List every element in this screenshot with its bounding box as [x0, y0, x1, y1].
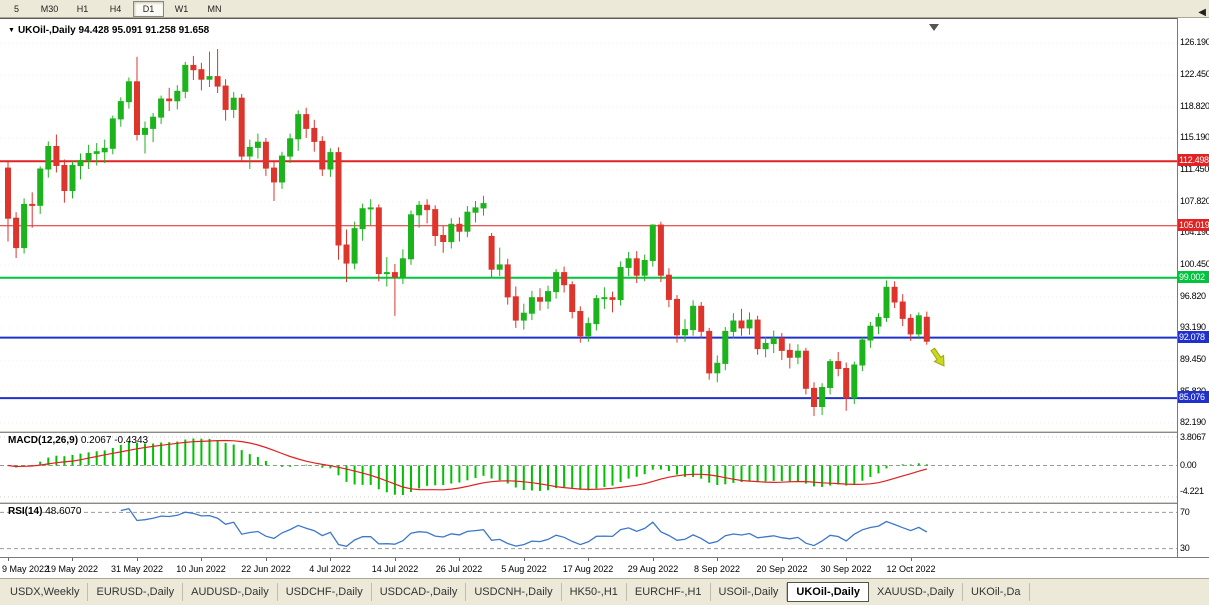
date-tick-mark [459, 558, 460, 561]
date-tick-mark [72, 558, 73, 561]
tab-eurusd-daily[interactable]: EURUSD-,Daily [88, 583, 184, 601]
date-label: 5 Aug 2022 [501, 564, 547, 574]
rsi-name: RSI(14) [8, 506, 43, 517]
date-label: 20 Sep 2022 [756, 564, 808, 574]
price-tick: 96.820 [1180, 291, 1206, 301]
timeframe-button-m30[interactable]: M30 [40, 3, 59, 14]
main-chart[interactable]: ▼ UKOil-,Daily 94.428 95.091 91.258 91.65… [0, 18, 1177, 430]
tab-usdcad-daily[interactable]: USDCAD-,Daily [372, 583, 467, 601]
date-label: 30 Sep 2022 [820, 564, 872, 574]
hline-price-label: 99.002 [1178, 271, 1209, 283]
chart-ohlc-values: 94.428 95.091 91.258 91.658 [78, 25, 210, 36]
chart-title: ▼ UKOil-,Daily 94.428 95.091 91.258 91.65… [8, 25, 209, 36]
timeframe-button-d1[interactable]: D1 [133, 0, 164, 17]
tab-hk50-h1[interactable]: HK50-,H1 [562, 583, 627, 601]
rsi-level-70: 70 [1180, 507, 1190, 517]
tab-ukoil-daily[interactable]: UKOil-,Daily [787, 582, 869, 602]
date-tick-mark [782, 558, 783, 561]
date-label: 22 Jun 2022 [241, 564, 291, 574]
hline-price-label: 85.076 [1178, 391, 1209, 403]
time-axis[interactable]: 9 May 2022 19 May 2022 31 May 2022 10 Jun 2… [0, 557, 1209, 578]
candlestick-canvas[interactable] [0, 19, 1177, 431]
date-tick-mark [395, 558, 396, 561]
tab-usdx-weekly[interactable]: USDX,Weekly [2, 583, 89, 601]
date-label: 10 Jun 2022 [176, 564, 226, 574]
tab-usdcnh-daily[interactable]: USDCNH-,Daily [466, 583, 562, 601]
symbol-tab-bar: USDX,Weekly EURUSD-,Daily AUDUSD-,Daily USD… [0, 578, 1209, 605]
date-label: 9 May 2022 [2, 564, 50, 574]
date-tick-mark [588, 558, 589, 561]
date-tick-mark [201, 558, 202, 561]
date-label: 26 Jul 2022 [435, 564, 483, 574]
macd-main-value: 0.2067 [80, 435, 112, 446]
rsi-canvas [0, 507, 1177, 550]
price-tick: 100.450 [1180, 259, 1209, 269]
timeframe-button-h1[interactable]: H1 [76, 3, 89, 14]
timeframe-button-mn[interactable]: MN [207, 3, 222, 14]
date-tick-mark [137, 558, 138, 561]
date-label: 19 May 2022 [45, 564, 99, 574]
chart-shift-marker-icon [929, 24, 939, 31]
window-menu-icon[interactable]: ▼ [8, 27, 15, 34]
macd-signal-value: -0.4343 [114, 435, 149, 446]
date-tick-mark [717, 558, 718, 561]
price-tick: 122.450 [1180, 69, 1209, 79]
date-label: 31 May 2022 [110, 564, 164, 574]
tab-audusd-daily[interactable]: AUDUSD-,Daily [183, 583, 278, 601]
macd-scale-zero: 0.00 [1180, 460, 1197, 470]
date-label: 4 Jul 2022 [309, 564, 351, 574]
date-label: 8 Sep 2022 [693, 564, 741, 574]
panel-splitter[interactable] [0, 501, 1209, 504]
macd-label: MACD(12,26,9) 0.2067 -0.4343 [8, 435, 148, 446]
date-tick-mark [330, 558, 331, 561]
hline-price-label: 92.078 [1178, 331, 1209, 343]
price-tick: 115.190 [1180, 132, 1209, 142]
macd-scale-max: 3.8067 [1180, 432, 1206, 442]
rsi-panel[interactable]: RSI(14) 48.6070 [0, 504, 1177, 557]
date-tick-mark [653, 558, 654, 561]
macd-canvas [0, 436, 1177, 498]
date-tick-mark [846, 558, 847, 561]
price-tick: 93.190 [1180, 322, 1206, 332]
macd-scale-min: -4.221 [1180, 486, 1204, 496]
tab-usdchf-daily[interactable]: USDCHF-,Daily [278, 583, 372, 601]
tab-ukoil-da[interactable]: UKOil-,Da [963, 583, 1030, 601]
price-tick: 107.820 [1180, 196, 1209, 206]
tab-usoil-daily[interactable]: USOil-,Daily [711, 583, 788, 601]
rsi-level-30: 30 [1180, 543, 1190, 553]
sell-arrow-annotation[interactable] [930, 347, 945, 367]
date-tick-mark [911, 558, 912, 561]
hline-price-label: 105.019 [1178, 219, 1209, 231]
date-tick-mark [266, 558, 267, 561]
price-tick: 126.190 [1180, 37, 1209, 47]
rsi-value: 48.6070 [45, 506, 82, 517]
timeframe-button-w1[interactable]: W1 [174, 3, 189, 14]
panel-splitter[interactable] [0, 430, 1209, 433]
date-label: 17 Aug 2022 [562, 564, 614, 574]
date-label: 14 Jul 2022 [371, 564, 419, 574]
timeframe-toolbar: 5 M30 H1 H4 D1 W1 MN [0, 0, 1209, 18]
price-tick: 89.450 [1180, 354, 1206, 364]
price-tick: 111.450 [1180, 164, 1209, 174]
date-tick-mark [8, 558, 9, 561]
tab-scroll-left-button[interactable]: ◀ [1198, 7, 1206, 18]
price-tick: 104.190 [1180, 227, 1209, 237]
macd-panel[interactable]: MACD(12,26,9) 0.2067 -0.4343 [0, 433, 1177, 501]
tab-xauusd-daily[interactable]: XAUUSD-,Daily [869, 583, 964, 601]
date-label: 12 Oct 2022 [886, 564, 936, 574]
date-tick-mark [524, 558, 525, 561]
chart-symbol-label: UKOil-,Daily [17, 25, 76, 36]
price-tick: 82.190 [1180, 417, 1206, 427]
macd-name: MACD(12,26,9) [8, 435, 79, 446]
date-label: 29 Aug 2022 [627, 564, 679, 574]
price-axis[interactable]: 3.8067 0.00 -4.221 70 30 126.190 122.450 1… [1177, 18, 1209, 557]
timeframe-button-5[interactable]: 5 [13, 3, 19, 14]
price-tick: 118.820 [1180, 101, 1209, 111]
tab-eurchf-h1[interactable]: EURCHF-,H1 [627, 583, 711, 601]
rsi-label: RSI(14) 48.6070 [8, 506, 81, 517]
hline-price-label: 112.498 [1178, 154, 1209, 166]
timeframe-button-h4[interactable]: H4 [109, 3, 122, 14]
